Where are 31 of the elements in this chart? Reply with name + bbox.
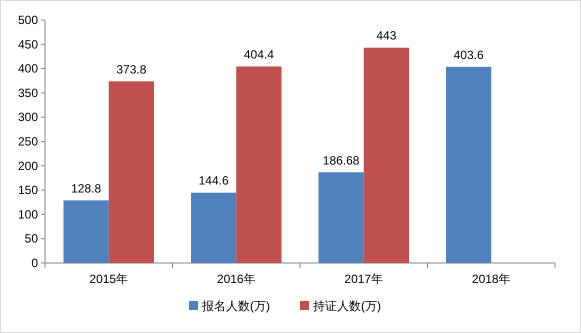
x-tick-label: 2017年 — [344, 272, 384, 286]
y-tick-label: 500 — [18, 13, 38, 27]
y-tick-label: 250 — [18, 134, 38, 148]
y-tick-label: 150 — [18, 183, 38, 198]
y-tick-label: 200 — [18, 158, 38, 173]
y-tick-label: 100 — [18, 207, 38, 222]
bar — [63, 200, 109, 263]
data-label: 373.8 — [116, 62, 147, 76]
bar — [190, 192, 236, 263]
data-label: 443 — [376, 28, 397, 43]
y-tick-label: 300 — [18, 110, 38, 124]
y-tick-label: 350 — [18, 86, 38, 100]
y-tick-label: 400 — [18, 62, 38, 76]
data-label: 186.68 — [322, 153, 360, 168]
data-label: 404.4 — [244, 47, 274, 62]
data-label: 144.6 — [198, 174, 229, 188]
data-label: 403.6 — [454, 48, 484, 62]
y-tick-label: 450 — [18, 37, 38, 52]
x-tick-label: 2015年 — [89, 272, 128, 286]
bar — [318, 172, 364, 263]
bar — [108, 81, 154, 263]
y-tick-label: 50 — [24, 232, 38, 246]
bar — [236, 66, 282, 263]
legend-label: 报名人数(万) — [201, 299, 270, 313]
x-tick-label: 2018年 — [472, 272, 511, 286]
y-tick-label: 0 — [31, 256, 38, 270]
bar — [364, 48, 410, 263]
data-label: 128.8 — [71, 181, 102, 196]
x-tick-label: 2016年 — [216, 272, 256, 286]
legend-label: 持证人数(万) — [313, 299, 381, 313]
bar — [446, 66, 492, 263]
